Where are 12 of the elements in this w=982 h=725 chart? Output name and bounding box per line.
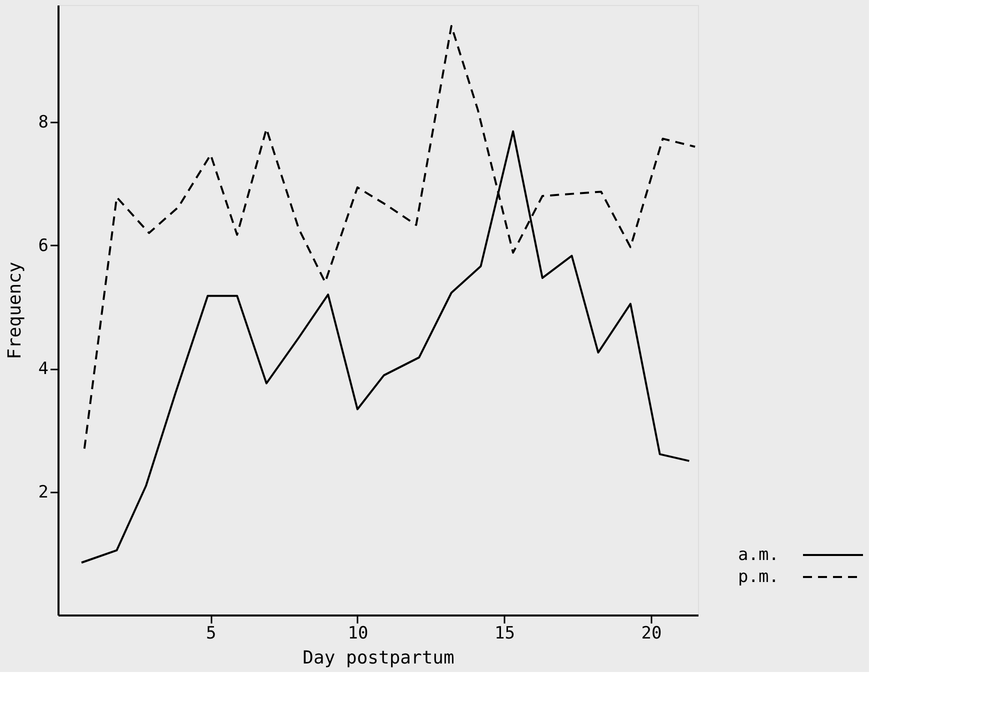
x-tick-label: 10 [348, 624, 368, 644]
x-tick-label: 20 [641, 624, 662, 644]
y-tick-label: 2 [38, 482, 48, 502]
y-tick-label: 8 [38, 112, 48, 133]
y-tick-label: 4 [38, 359, 48, 380]
y-axis-title: Frequency [4, 262, 26, 360]
x-tick-label: 5 [206, 624, 216, 644]
legend-label: a.m. [738, 545, 779, 565]
x-axis-title: Day postpartum [302, 648, 454, 668]
legend-label: p.m. [738, 567, 779, 587]
y-tick-label: 6 [38, 236, 48, 256]
x-tick-label: 15 [494, 624, 515, 644]
